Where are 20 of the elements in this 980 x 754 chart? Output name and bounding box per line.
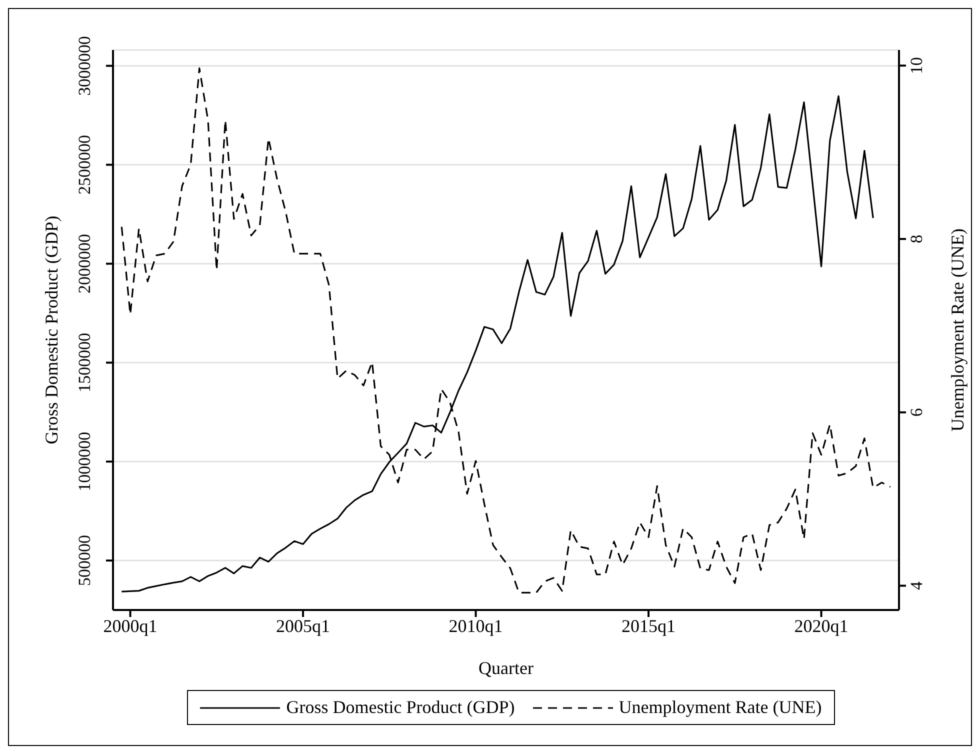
x-axis-title: Quarter <box>478 658 534 678</box>
y2-axis-title: Unemployment Rate (UNE) <box>947 228 968 432</box>
y-axis-title: Gross Domestic Product (GDP) <box>41 216 62 444</box>
y-tick-label: 2500000 <box>75 135 94 195</box>
x-tick-label: 2005q1 <box>276 616 330 636</box>
legend-label: Gross Domestic Product (GDP) <box>286 697 515 718</box>
y2-tick-label: 8 <box>907 234 926 244</box>
y2-tick-label: 6 <box>907 408 926 417</box>
y-tick-label: 3000000 <box>75 36 94 96</box>
y2-tick-label: 10 <box>907 57 926 74</box>
x-tick-label: 2015q1 <box>622 616 676 636</box>
y-tick-label: 500000 <box>75 535 94 586</box>
y-tick-label: 1500000 <box>75 332 94 392</box>
y2-tick-label: 4 <box>907 580 926 590</box>
y-tick-label: 1000000 <box>75 432 94 492</box>
x-tick-label: 2000q1 <box>103 616 158 636</box>
x-tick-label: 2010q1 <box>448 616 503 636</box>
x-tick-label: 2020q1 <box>794 616 848 636</box>
legend-label: Unemployment Rate (UNE) <box>618 697 822 718</box>
y-tick-label: 2000000 <box>75 234 94 294</box>
